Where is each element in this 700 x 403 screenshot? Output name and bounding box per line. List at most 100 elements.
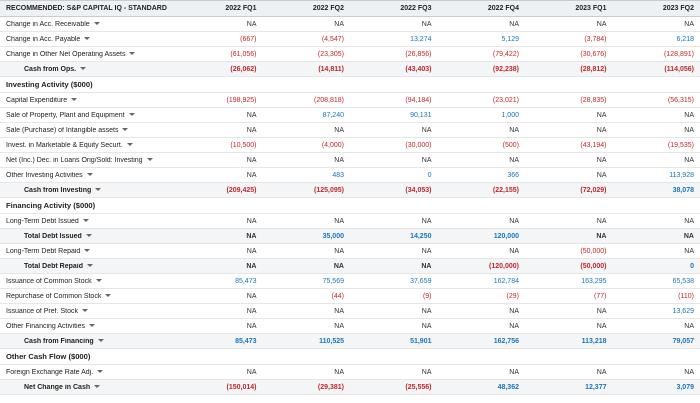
table-row: Capital Expenditure (198,925) (208,818) (94…: [0, 93, 700, 108]
value-cell: 13,629: [672, 307, 694, 315]
row-label-text: Cash from Ops.: [24, 65, 77, 73]
value-cell: NA: [421, 20, 432, 28]
chevron-down-icon[interactable]: [85, 234, 92, 238]
row-label[interactable]: Cash from Ops.: [0, 66, 175, 73]
chevron-down-icon[interactable]: [84, 249, 91, 253]
value-cell: NA: [334, 307, 344, 315]
row-label[interactable]: Other Investing Activities: [0, 172, 175, 179]
value-cell: (14,811): [318, 65, 344, 73]
chevron-down-icon[interactable]: [122, 128, 129, 132]
row-label[interactable]: Sale (Purchase) of Intangible assets: [0, 127, 175, 134]
total-row: Cash from Financing 85,473 110,525 51,901 16…: [0, 334, 700, 349]
chevron-down-icon[interactable]: [105, 294, 112, 298]
chevron-down-icon[interactable]: [126, 143, 133, 147]
chevron-down-icon[interactable]: [93, 22, 100, 26]
row-label[interactable]: Capital Expenditure: [0, 97, 175, 104]
row-label-text: Repurchase of Common Stock: [6, 292, 102, 300]
total-row: Total Debt Repaid NA NA NA (120,000) (50,000)…: [0, 259, 700, 274]
value-cell: NA: [246, 171, 257, 179]
value-cell: NA: [421, 368, 432, 376]
table-row: Sale (Purchase) of Intangible assets NA NA…: [0, 123, 700, 138]
period-header[interactable]: 2022 FQ2: [312, 5, 344, 12]
row-label[interactable]: Other Financing Activities: [0, 323, 175, 330]
value-cell: (22,155): [492, 186, 519, 194]
period-header[interactable]: 2023 FQ1: [575, 5, 607, 12]
chevron-down-icon[interactable]: [86, 264, 93, 268]
chevron-down-icon[interactable]: [88, 324, 95, 328]
value-cell: (667): [240, 35, 257, 43]
value-cell: NA: [509, 322, 519, 330]
value-cell: 120,000: [493, 232, 519, 240]
row-label[interactable]: Total Debt Repaid: [0, 263, 175, 270]
row-label[interactable]: Total Debt Issued: [0, 233, 175, 240]
value-cell: (26,856): [405, 50, 432, 58]
chevron-down-icon[interactable]: [82, 219, 89, 223]
chevron-down-icon[interactable]: [128, 113, 135, 117]
chevron-down-icon[interactable]: [97, 370, 104, 374]
value-cell: (198,925): [226, 96, 257, 104]
row-label[interactable]: Long-Term Debt Repaid: [0, 248, 175, 255]
row-label-text: Investing Activity ($000): [6, 80, 93, 89]
value-cell: NA: [334, 247, 344, 255]
value-cell: (92,238): [492, 65, 519, 73]
row-label[interactable]: Cash from Financing: [0, 338, 175, 345]
period-header[interactable]: 2022 FQ3: [400, 5, 432, 12]
value-cell: 5,129: [501, 35, 519, 43]
row-label[interactable]: Foreign Exchange Rate Adj.: [0, 369, 175, 376]
template-label[interactable]: RECOMMENDED: S&P CAPITAL IQ - STANDARD: [6, 5, 167, 12]
chevron-down-icon[interactable]: [71, 98, 78, 102]
row-label-text: Change in Acc. Payable: [6, 35, 81, 43]
table-row: Other Financing Activities NA NA NA NA NA NA: [0, 319, 700, 334]
value-cell: NA: [334, 322, 344, 330]
value-cell: (94,184): [405, 96, 432, 104]
value-cell: 113,928: [669, 171, 694, 179]
chevron-down-icon[interactable]: [95, 279, 102, 283]
total-row: Cash from Ops. (26,062) (14,811) (43,403) (9…: [0, 62, 700, 77]
value-cell: NA: [596, 171, 607, 179]
value-cell: 37,659: [410, 277, 432, 285]
value-cell: (26,062): [230, 65, 257, 73]
value-cell: (4,547): [321, 35, 344, 43]
row-label[interactable]: Change in Acc. Receivable: [0, 21, 175, 28]
value-cell: 110,525: [319, 337, 344, 345]
value-cell: (44): [331, 292, 344, 300]
row-label[interactable]: Repurchase of Common Stock: [0, 293, 175, 300]
value-cell: 48,362: [497, 383, 519, 391]
value-cell: (114,056): [664, 65, 694, 73]
row-label[interactable]: Change in Acc. Payable: [0, 36, 175, 43]
row-label[interactable]: Net (Inc.) Dec. in Loans Orig/Sold: Inve…: [0, 157, 175, 164]
table-row: Repurchase of Common Stock NA (44) (9) (29) (…: [0, 289, 700, 304]
row-label[interactable]: Net Change in Cash: [0, 384, 175, 391]
value-cell: 1,000: [501, 111, 519, 119]
row-label[interactable]: Issuance of Common Stock: [0, 278, 175, 285]
row-label[interactable]: Change in Other Net Operating Assets: [0, 51, 175, 58]
row-label: Financing Activity ($000): [0, 201, 175, 210]
chevron-down-icon[interactable]: [95, 188, 102, 192]
period-header[interactable]: 2023 FQ2: [662, 5, 694, 12]
value-cell: (25,556): [405, 383, 432, 391]
chevron-down-icon[interactable]: [129, 52, 136, 56]
row-label: Other Cash Flow ($000): [0, 352, 175, 361]
chevron-down-icon[interactable]: [80, 67, 87, 71]
value-cell: NA: [684, 126, 694, 134]
value-cell: (34,053): [405, 186, 432, 194]
row-label-text: Cash from Investing: [24, 186, 92, 194]
chevron-down-icon[interactable]: [84, 37, 91, 41]
chevron-down-icon[interactable]: [94, 385, 101, 389]
chevron-down-icon[interactable]: [97, 339, 104, 343]
period-header[interactable]: 2022 FQ1: [225, 5, 257, 12]
row-label[interactable]: Long-Term Debt Issued: [0, 218, 175, 225]
value-cell: 87,240: [322, 111, 344, 119]
value-cell: 38,078: [672, 186, 694, 194]
chevron-down-icon[interactable]: [81, 309, 88, 313]
row-label-text: Sale (Purchase) of Intangible assets: [6, 126, 119, 134]
value-cell: (110): [678, 292, 694, 300]
chevron-down-icon[interactable]: [86, 173, 93, 177]
chevron-down-icon[interactable]: [146, 158, 153, 162]
row-label[interactable]: Sale of Property, Plant and Equipment: [0, 112, 175, 119]
period-header[interactable]: 2022 FQ4: [487, 5, 519, 12]
value-cell: (23,305): [317, 50, 344, 58]
row-label[interactable]: Issuance of Pref. Stock: [0, 308, 175, 315]
row-label[interactable]: Invest. in Marketable & Equity Securt.: [0, 142, 175, 149]
row-label[interactable]: Cash from Investing: [0, 187, 175, 194]
